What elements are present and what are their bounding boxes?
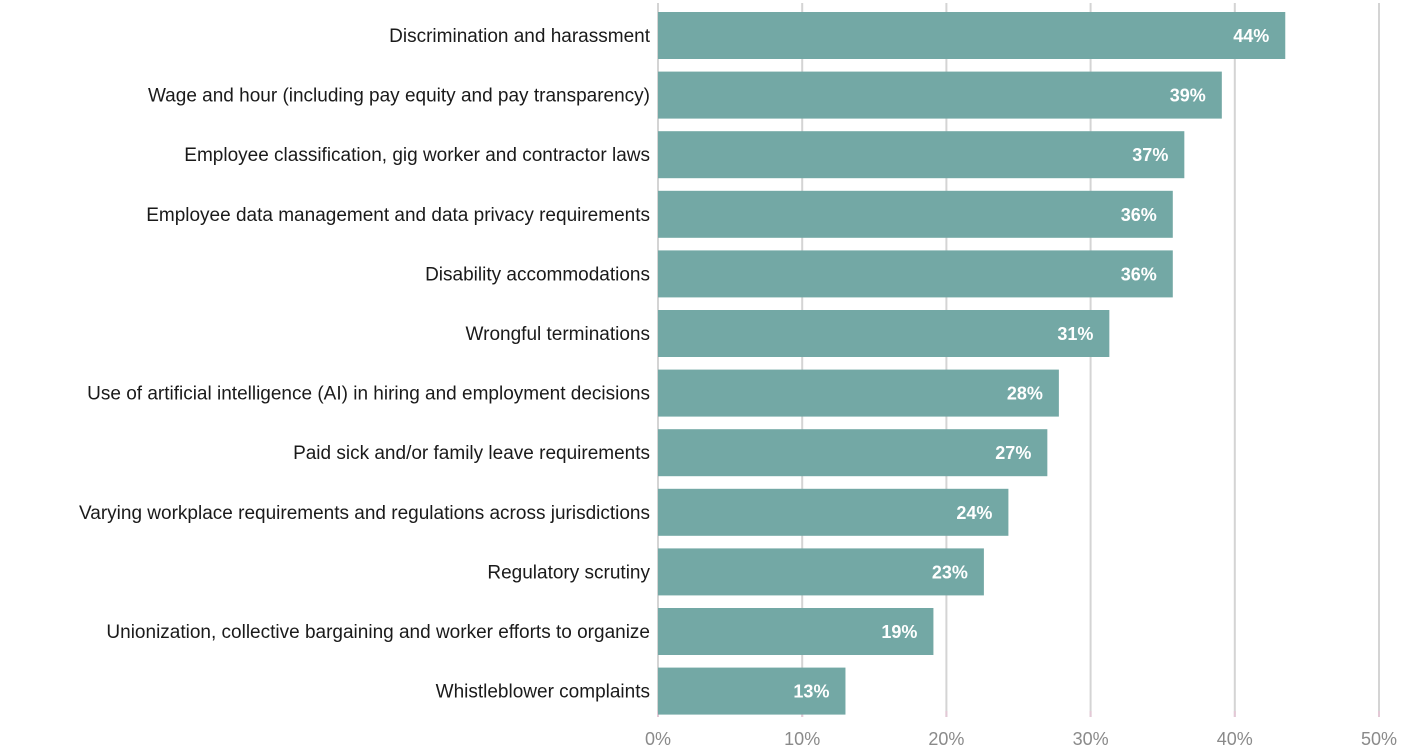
bar-11 bbox=[658, 608, 934, 655]
x-tick-label-0: 0% bbox=[645, 729, 671, 749]
x-tick-label-10: 10% bbox=[784, 729, 820, 749]
bar-9 bbox=[658, 488, 1009, 536]
data-label-11: 19% bbox=[881, 622, 917, 642]
category-label-5: Disability accommodations bbox=[425, 264, 650, 285]
category-label-3: Employee classification, gig worker and … bbox=[184, 145, 650, 166]
data-label-3: 37% bbox=[1132, 145, 1168, 165]
data-label-7: 28% bbox=[1007, 384, 1043, 404]
category-label-2: Wage and hour (including pay equity and … bbox=[148, 86, 650, 107]
x-tick-label-50: 50% bbox=[1361, 729, 1397, 749]
category-label-9: Varying workplace requirements and regul… bbox=[79, 503, 650, 524]
bar-4 bbox=[658, 190, 1173, 238]
category-label-10: Regulatory scrutiny bbox=[487, 562, 650, 583]
category-label-7: Use of artificial intelligence (AI) in h… bbox=[87, 384, 650, 405]
bar-12 bbox=[658, 667, 846, 715]
bar-2 bbox=[658, 71, 1222, 119]
category-label-11: Unionization, collective bargaining and … bbox=[106, 622, 650, 643]
data-label-9: 24% bbox=[956, 503, 992, 523]
category-label-4: Employee data management and data privac… bbox=[146, 205, 650, 226]
data-labels: 44% 39% 37% 36% 36% 31% 28% 27% 24% 23% 19% 13% bbox=[793, 26, 1269, 702]
bar-5 bbox=[658, 250, 1173, 298]
data-label-1: 44% bbox=[1233, 26, 1269, 46]
data-label-10: 23% bbox=[932, 562, 968, 582]
category-label-8: Paid sick and/or family leave requiremen… bbox=[293, 443, 650, 464]
x-tick-label-40: 40% bbox=[1217, 729, 1253, 749]
gridlines bbox=[657, 3, 1380, 717]
data-label-5: 36% bbox=[1121, 264, 1157, 284]
x-axis-ticks: 0% 10% 20% 30% 40% 50% bbox=[645, 729, 1397, 749]
bar-1 bbox=[658, 12, 1286, 59]
category-label-12: Whistleblower complaints bbox=[436, 682, 650, 703]
category-labels: Discrimination and harassment Wage and ho… bbox=[79, 26, 651, 703]
bar-7 bbox=[658, 369, 1059, 417]
x-tick-label-30: 30% bbox=[1073, 729, 1109, 749]
data-label-4: 36% bbox=[1121, 205, 1157, 225]
data-label-6: 31% bbox=[1057, 324, 1093, 344]
bars bbox=[658, 12, 1286, 715]
category-label-1: Discrimination and harassment bbox=[389, 26, 651, 47]
bar-10 bbox=[658, 548, 984, 596]
x-tick-label-20: 20% bbox=[928, 729, 964, 749]
data-label-12: 13% bbox=[793, 682, 829, 702]
bar-8 bbox=[658, 429, 1048, 477]
category-label-6: Wrongful terminations bbox=[466, 324, 650, 345]
bar-3 bbox=[658, 131, 1185, 179]
data-label-8: 27% bbox=[995, 443, 1031, 463]
bar-6 bbox=[658, 310, 1110, 357]
data-label-2: 39% bbox=[1170, 86, 1206, 106]
